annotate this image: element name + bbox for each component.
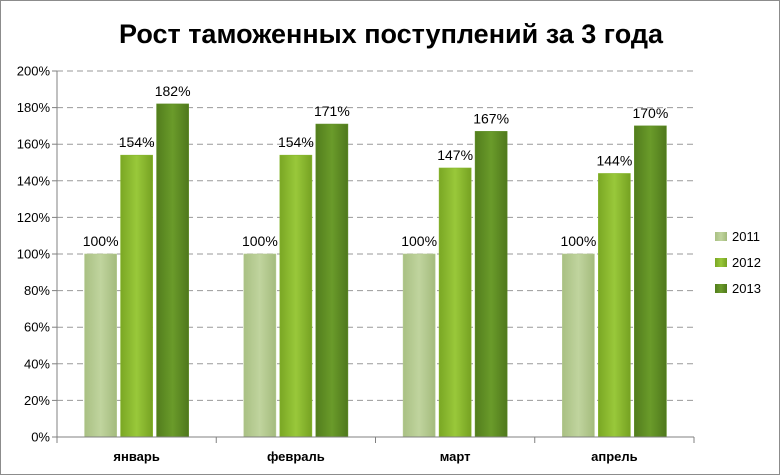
- y-tick-label: 60%: [24, 320, 50, 335]
- category-label: март: [440, 449, 471, 464]
- bar-2013-0: [156, 103, 189, 438]
- legend-label-2013: 2013: [732, 281, 761, 296]
- category-label: февраль: [267, 449, 325, 464]
- legend-label-2011: 2011: [732, 229, 760, 244]
- bar-2011-0: [84, 253, 117, 438]
- chart-title: Рост таможенных поступлений за 3 года: [119, 19, 664, 49]
- legend-swatch-2012: [715, 258, 727, 267]
- data-label: 154%: [119, 134, 155, 150]
- data-label: 100%: [242, 233, 278, 249]
- y-axis-tick-labels: 0% 20% 40% 60% 80% 100% 120% 140% 160% 180% 200%: [17, 64, 51, 445]
- bar-2012-0: [120, 154, 153, 438]
- y-tick-label: 0%: [31, 430, 50, 445]
- data-label: 100%: [401, 233, 437, 249]
- data-label: 182%: [155, 83, 191, 99]
- y-tick-label: 120%: [17, 210, 51, 225]
- y-tick-label: 180%: [17, 100, 51, 115]
- y-tick-label: 100%: [17, 247, 51, 262]
- bar-2012-1: [279, 154, 313, 438]
- y-tick-label: 40%: [24, 356, 50, 371]
- bar-2013-3: [634, 125, 667, 438]
- y-tick-label: 140%: [17, 173, 51, 188]
- data-label: 154%: [278, 134, 314, 150]
- bar-2011-1: [243, 253, 277, 438]
- bar-2013-2: [474, 131, 508, 438]
- legend-swatch-2013: [715, 284, 727, 293]
- data-label: 144%: [596, 152, 632, 168]
- data-label: 100%: [560, 233, 596, 249]
- bar-2012-3: [598, 173, 631, 438]
- legend: 2011 2012 2013: [715, 229, 761, 296]
- y-tick-label: 80%: [24, 283, 50, 298]
- data-label: 170%: [632, 105, 668, 121]
- legend-swatch-2011: [715, 232, 727, 241]
- bar-2011-3: [562, 253, 595, 438]
- data-label: 100%: [83, 233, 119, 249]
- category-label: апрель: [591, 449, 638, 464]
- data-label: 171%: [314, 103, 350, 119]
- data-labels: 100%154%182%100%154%171%100%147%167%100%…: [83, 83, 669, 249]
- axes: [52, 70, 695, 443]
- bar-2012-2: [438, 167, 472, 438]
- bar-2013-1: [315, 123, 349, 438]
- bars: [84, 103, 667, 438]
- y-tick-label: 160%: [17, 137, 51, 152]
- y-tick-label: 20%: [24, 393, 50, 408]
- bar-2011-2: [402, 253, 436, 438]
- data-label: 167%: [473, 110, 509, 126]
- legend-label-2012: 2012: [732, 255, 761, 270]
- category-label: январь: [113, 449, 159, 464]
- data-label: 147%: [437, 147, 473, 163]
- y-tick-label: 200%: [17, 64, 51, 79]
- x-axis-category-labels: январь февраль март апрель: [113, 449, 637, 464]
